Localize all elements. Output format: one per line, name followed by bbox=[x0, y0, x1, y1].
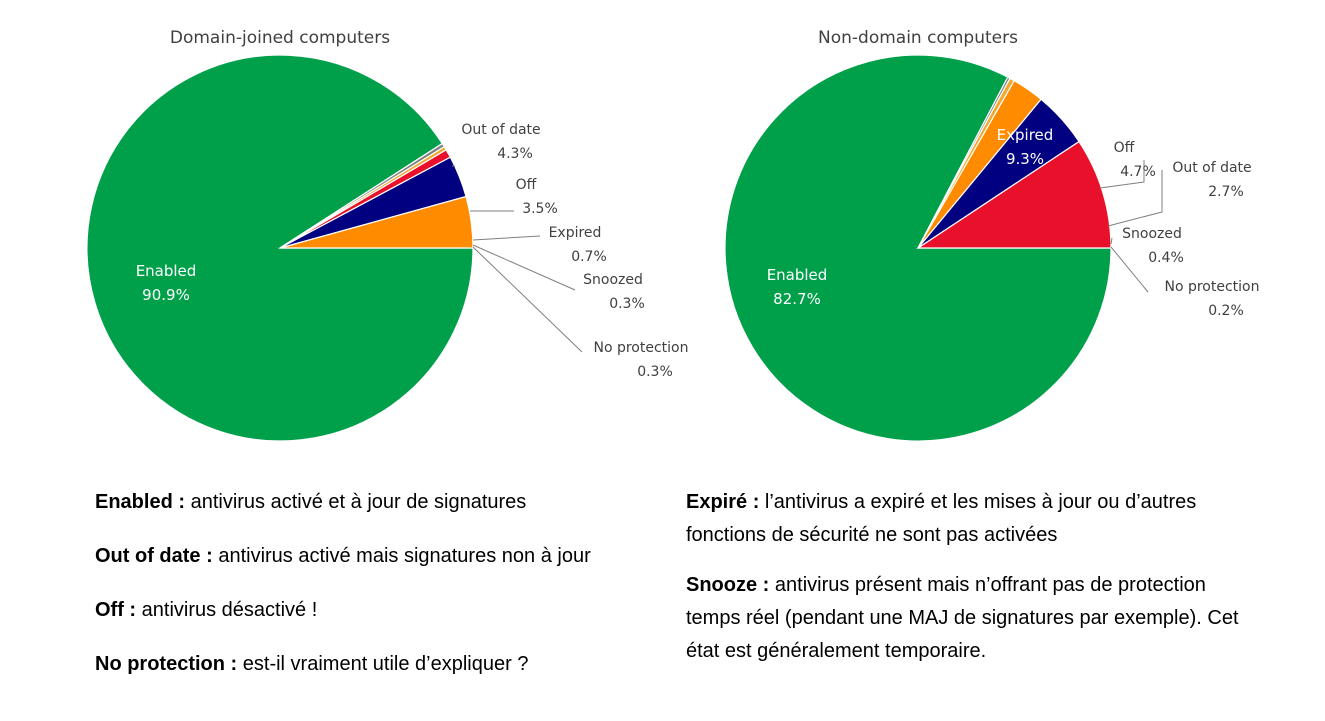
slice-label-off: Off bbox=[1114, 140, 1135, 156]
legend-text: antivirus activé mais signatures non à j… bbox=[212, 545, 591, 567]
legend-text: l’antivirus a expiré et les mises à jour… bbox=[686, 491, 1197, 546]
slice-value-expired: 0.7% bbox=[571, 249, 607, 265]
slice-label-out-of-date: Out of date bbox=[461, 122, 540, 138]
leader-line bbox=[1110, 237, 1113, 245]
slice-value-off: 3.5% bbox=[522, 201, 558, 217]
chart-title: Non-domain computers bbox=[818, 28, 1018, 48]
slice-label-no-protection: No protection bbox=[1164, 279, 1259, 295]
legend-term: Off : bbox=[95, 599, 137, 621]
slice-label-enabled: Enabled bbox=[767, 266, 828, 284]
leader-line bbox=[472, 246, 583, 353]
slice-value-no-protection: 0.2% bbox=[1208, 303, 1244, 319]
slice-value-snoozed: 0.3% bbox=[609, 296, 645, 312]
legend-term: Enabled : bbox=[95, 491, 186, 513]
legend-item-snooze: Snooze : antivirus présent mais n’offran… bbox=[686, 569, 1261, 668]
slice-value-snoozed: 0.4% bbox=[1148, 250, 1184, 266]
leader-line bbox=[1107, 170, 1163, 227]
slice-label-snoozed: Snoozed bbox=[583, 272, 643, 288]
legend-text: antivirus activé et à jour de signatures bbox=[185, 491, 527, 513]
legend-item-out-of-date: Out of date : antivirus activé mais sign… bbox=[95, 540, 675, 573]
slice-label-no-protection: No protection bbox=[593, 340, 688, 356]
slice-label-expired: Expired bbox=[549, 225, 602, 241]
slice-label-enabled: Enabled bbox=[136, 262, 197, 280]
slice-label-expired: Expired bbox=[997, 126, 1054, 144]
slice-value-out-of-date: 2.7% bbox=[1208, 184, 1244, 200]
legend-text: antivirus présent mais n’offrant pas de … bbox=[686, 574, 1239, 662]
legend-text: est-il vraiment utile d’expliquer ? bbox=[237, 653, 529, 675]
legend-term: No protection : bbox=[95, 653, 238, 675]
legend-term: Expiré : bbox=[686, 491, 760, 513]
legend-right: Expiré : l’antivirus a expiré et les mis… bbox=[686, 486, 1261, 685]
slice-value-no-protection: 0.3% bbox=[637, 364, 673, 380]
pie-slice-enabled bbox=[724, 54, 1112, 442]
pie-slice-expired bbox=[916, 140, 1112, 249]
leader-line bbox=[1110, 246, 1149, 293]
slice-value-enabled: 90.9% bbox=[142, 286, 190, 304]
slice-value-out-of-date: 4.3% bbox=[497, 146, 533, 162]
chart-title: Domain-joined computers bbox=[170, 28, 390, 48]
legend-item-off: Off : antivirus désactivé ! bbox=[95, 594, 675, 627]
legend-text: antivirus désactivé ! bbox=[136, 599, 318, 621]
legend-item-enabled: Enabled : antivirus activé et à jour de … bbox=[95, 486, 675, 519]
slice-value-off: 4.7% bbox=[1120, 164, 1156, 180]
leader-line bbox=[472, 244, 576, 291]
slice-label-snoozed: Snoozed bbox=[1122, 226, 1182, 242]
slice-value-enabled: 82.7% bbox=[773, 290, 821, 308]
legend-term: Snooze : bbox=[686, 574, 770, 596]
legend-item-no-protection: No protection : est-il vraiment utile d’… bbox=[95, 648, 675, 681]
leader-line bbox=[472, 235, 541, 241]
leader-line bbox=[1099, 160, 1145, 189]
slice-label-off: Off bbox=[516, 177, 537, 193]
pie-chart-non-domain-computers: Non-domain computers Enabled 82.7% Expired 9… bbox=[724, 28, 1260, 442]
pie-slice-no-protection bbox=[917, 76, 1011, 249]
legend-left: Enabled : antivirus activé et à jour de … bbox=[95, 486, 675, 702]
pie-chart-domain-joined-computers: Domain-joined computers Enabled 90.9% Out o… bbox=[86, 28, 689, 442]
legend-term: Out of date : bbox=[95, 545, 213, 567]
pie-charts: Domain-joined computers Enabled 90.9% Out o… bbox=[86, 28, 1260, 442]
legend-item-expire: Expiré : l’antivirus a expiré et les mis… bbox=[686, 486, 1261, 552]
slice-label-out-of-date: Out of date bbox=[1172, 160, 1251, 176]
slice-value-expired: 9.3% bbox=[1006, 150, 1044, 168]
pie-slice-no-protection bbox=[279, 142, 446, 249]
